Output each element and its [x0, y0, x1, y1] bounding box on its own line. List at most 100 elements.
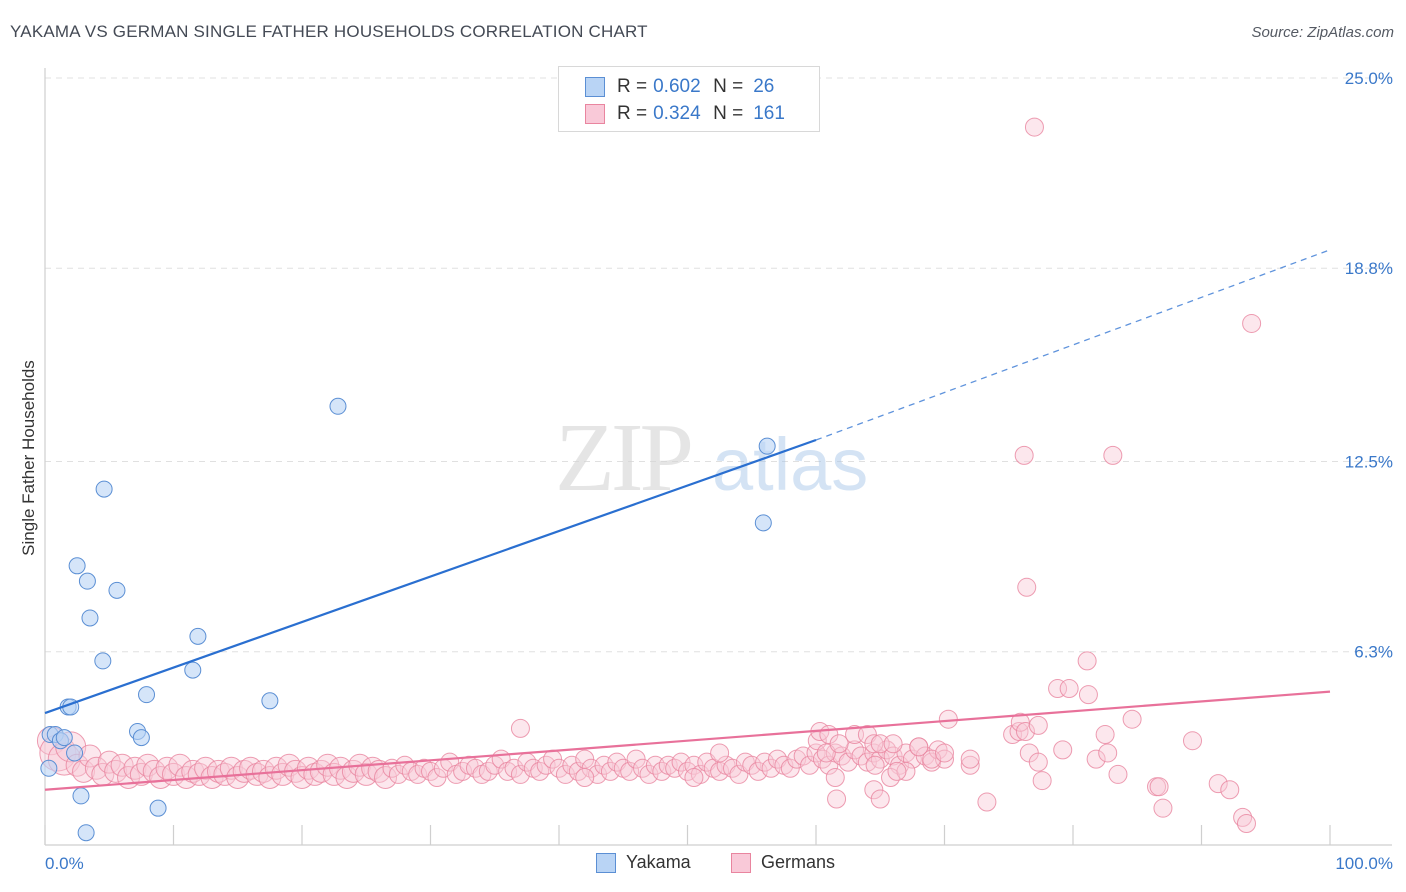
yakama-point — [68, 557, 86, 575]
german-point — [887, 761, 907, 781]
german-point — [136, 753, 160, 777]
grid-layer — [45, 77, 1392, 653]
german-point — [819, 755, 839, 775]
axes-layer — [44, 68, 1392, 846]
german-point — [1053, 740, 1073, 760]
german-point — [1233, 807, 1253, 827]
legend-n-value: 161 — [753, 103, 785, 124]
german-point — [684, 768, 704, 788]
german-point — [104, 759, 128, 783]
german-point — [1059, 679, 1079, 699]
german-point — [1028, 715, 1048, 735]
german-point — [555, 764, 575, 784]
german-point — [960, 749, 980, 769]
watermark-atlas: atlas — [712, 423, 868, 506]
german-point — [838, 752, 858, 772]
german-point — [1095, 725, 1115, 745]
german-point — [1048, 679, 1068, 699]
yakama-point — [132, 729, 150, 747]
german-point — [857, 725, 877, 745]
bottom-legend-label-germans: Germans — [761, 852, 836, 872]
german-point — [748, 761, 768, 781]
yakama-point — [40, 759, 58, 777]
german-point — [588, 764, 608, 784]
yakama-point — [138, 686, 156, 704]
german-point — [710, 743, 730, 763]
german-point — [1220, 780, 1240, 800]
yakama-point — [329, 397, 347, 415]
german-point — [600, 761, 620, 781]
yakama-point — [81, 609, 99, 627]
chart-title: YAKAMA VS GERMAN SINGLE FATHER HOUSEHOLD… — [10, 22, 648, 41]
tick-label-layer: 6.3% 12.5% 18.8% 25.0% 0.0% 100.0% — [45, 69, 1393, 873]
german-point — [1108, 764, 1128, 784]
legend-n-label: N = — [713, 103, 744, 124]
yakama-point — [66, 744, 84, 762]
yakama-point — [261, 692, 279, 710]
bottom-legend-yakama: Yakama — [596, 852, 691, 873]
german-point — [226, 766, 250, 790]
german-point — [1017, 577, 1037, 597]
legend-swatch-germans — [585, 104, 605, 124]
y-tick-label: 25.0% — [1345, 69, 1393, 88]
german-point — [639, 764, 659, 784]
german-point — [1078, 685, 1098, 705]
correlation-legend: R = 0.602 N = 26 R = 0.324 N = 161 — [558, 66, 820, 132]
legend-r-value: 0.602 — [653, 76, 701, 97]
yakama-trend-line — [44, 438, 817, 715]
yakama-point — [94, 652, 112, 670]
german-point — [761, 758, 781, 778]
german-point — [388, 764, 408, 784]
legend-r-value: 0.324 — [653, 103, 701, 124]
y-tick-label: 12.5% — [1345, 453, 1393, 472]
german-point — [1015, 721, 1035, 741]
german-point — [427, 768, 447, 788]
german-point — [1236, 814, 1256, 834]
trend-layer — [44, 249, 1331, 791]
german-point — [780, 758, 800, 778]
german-point — [626, 749, 646, 769]
yakama-point — [77, 824, 95, 842]
german-point — [1122, 709, 1142, 729]
legend-r-label: R = — [617, 76, 648, 97]
german-point — [1032, 771, 1052, 791]
german-point — [1014, 445, 1034, 465]
german-point — [1077, 651, 1097, 671]
german-point — [729, 764, 749, 784]
german-point — [827, 789, 847, 809]
bottom-legend-swatch-germans — [731, 852, 751, 873]
source-label: Source: ZipAtlas.com — [1251, 24, 1394, 41]
german-point — [1098, 743, 1118, 763]
yakama-point — [72, 787, 90, 805]
yakama-point — [754, 514, 772, 532]
german-point — [620, 761, 640, 781]
german-point — [825, 768, 845, 788]
german-point — [168, 753, 192, 777]
x-tick-label-max: 100.0% — [1335, 854, 1393, 873]
y-tick-label: 18.8% — [1345, 259, 1393, 278]
german-point — [922, 749, 942, 769]
german-point — [671, 752, 691, 772]
german-point — [793, 746, 813, 766]
german-point — [510, 718, 530, 738]
yakama-point — [55, 729, 73, 747]
german-point — [1024, 117, 1044, 137]
zipatlas-watermark: ZIP atlas — [555, 404, 868, 512]
germans-trend-line — [44, 690, 1331, 791]
german-point — [857, 752, 877, 772]
german-point — [935, 743, 954, 763]
yakama-point — [108, 581, 126, 599]
german-point — [1149, 777, 1169, 797]
german-point — [865, 755, 885, 775]
bottom-legend-germans: Germans — [731, 852, 835, 873]
bottom-legend-label-yakama: Yakama — [626, 852, 691, 872]
legend-row-germans: R = 0.324 N = 161 — [585, 102, 785, 126]
german-point — [864, 780, 884, 800]
legend-swatch-yakama — [585, 77, 605, 97]
yakama-point — [184, 661, 202, 679]
x-tick-label-min: 0.0% — [45, 854, 84, 873]
legend-n-label: N = — [713, 76, 744, 97]
german-point — [902, 749, 922, 769]
legend-row-yakama: R = 0.602 N = 26 — [585, 75, 774, 99]
bottom-legend-swatch-yakama — [596, 852, 616, 873]
